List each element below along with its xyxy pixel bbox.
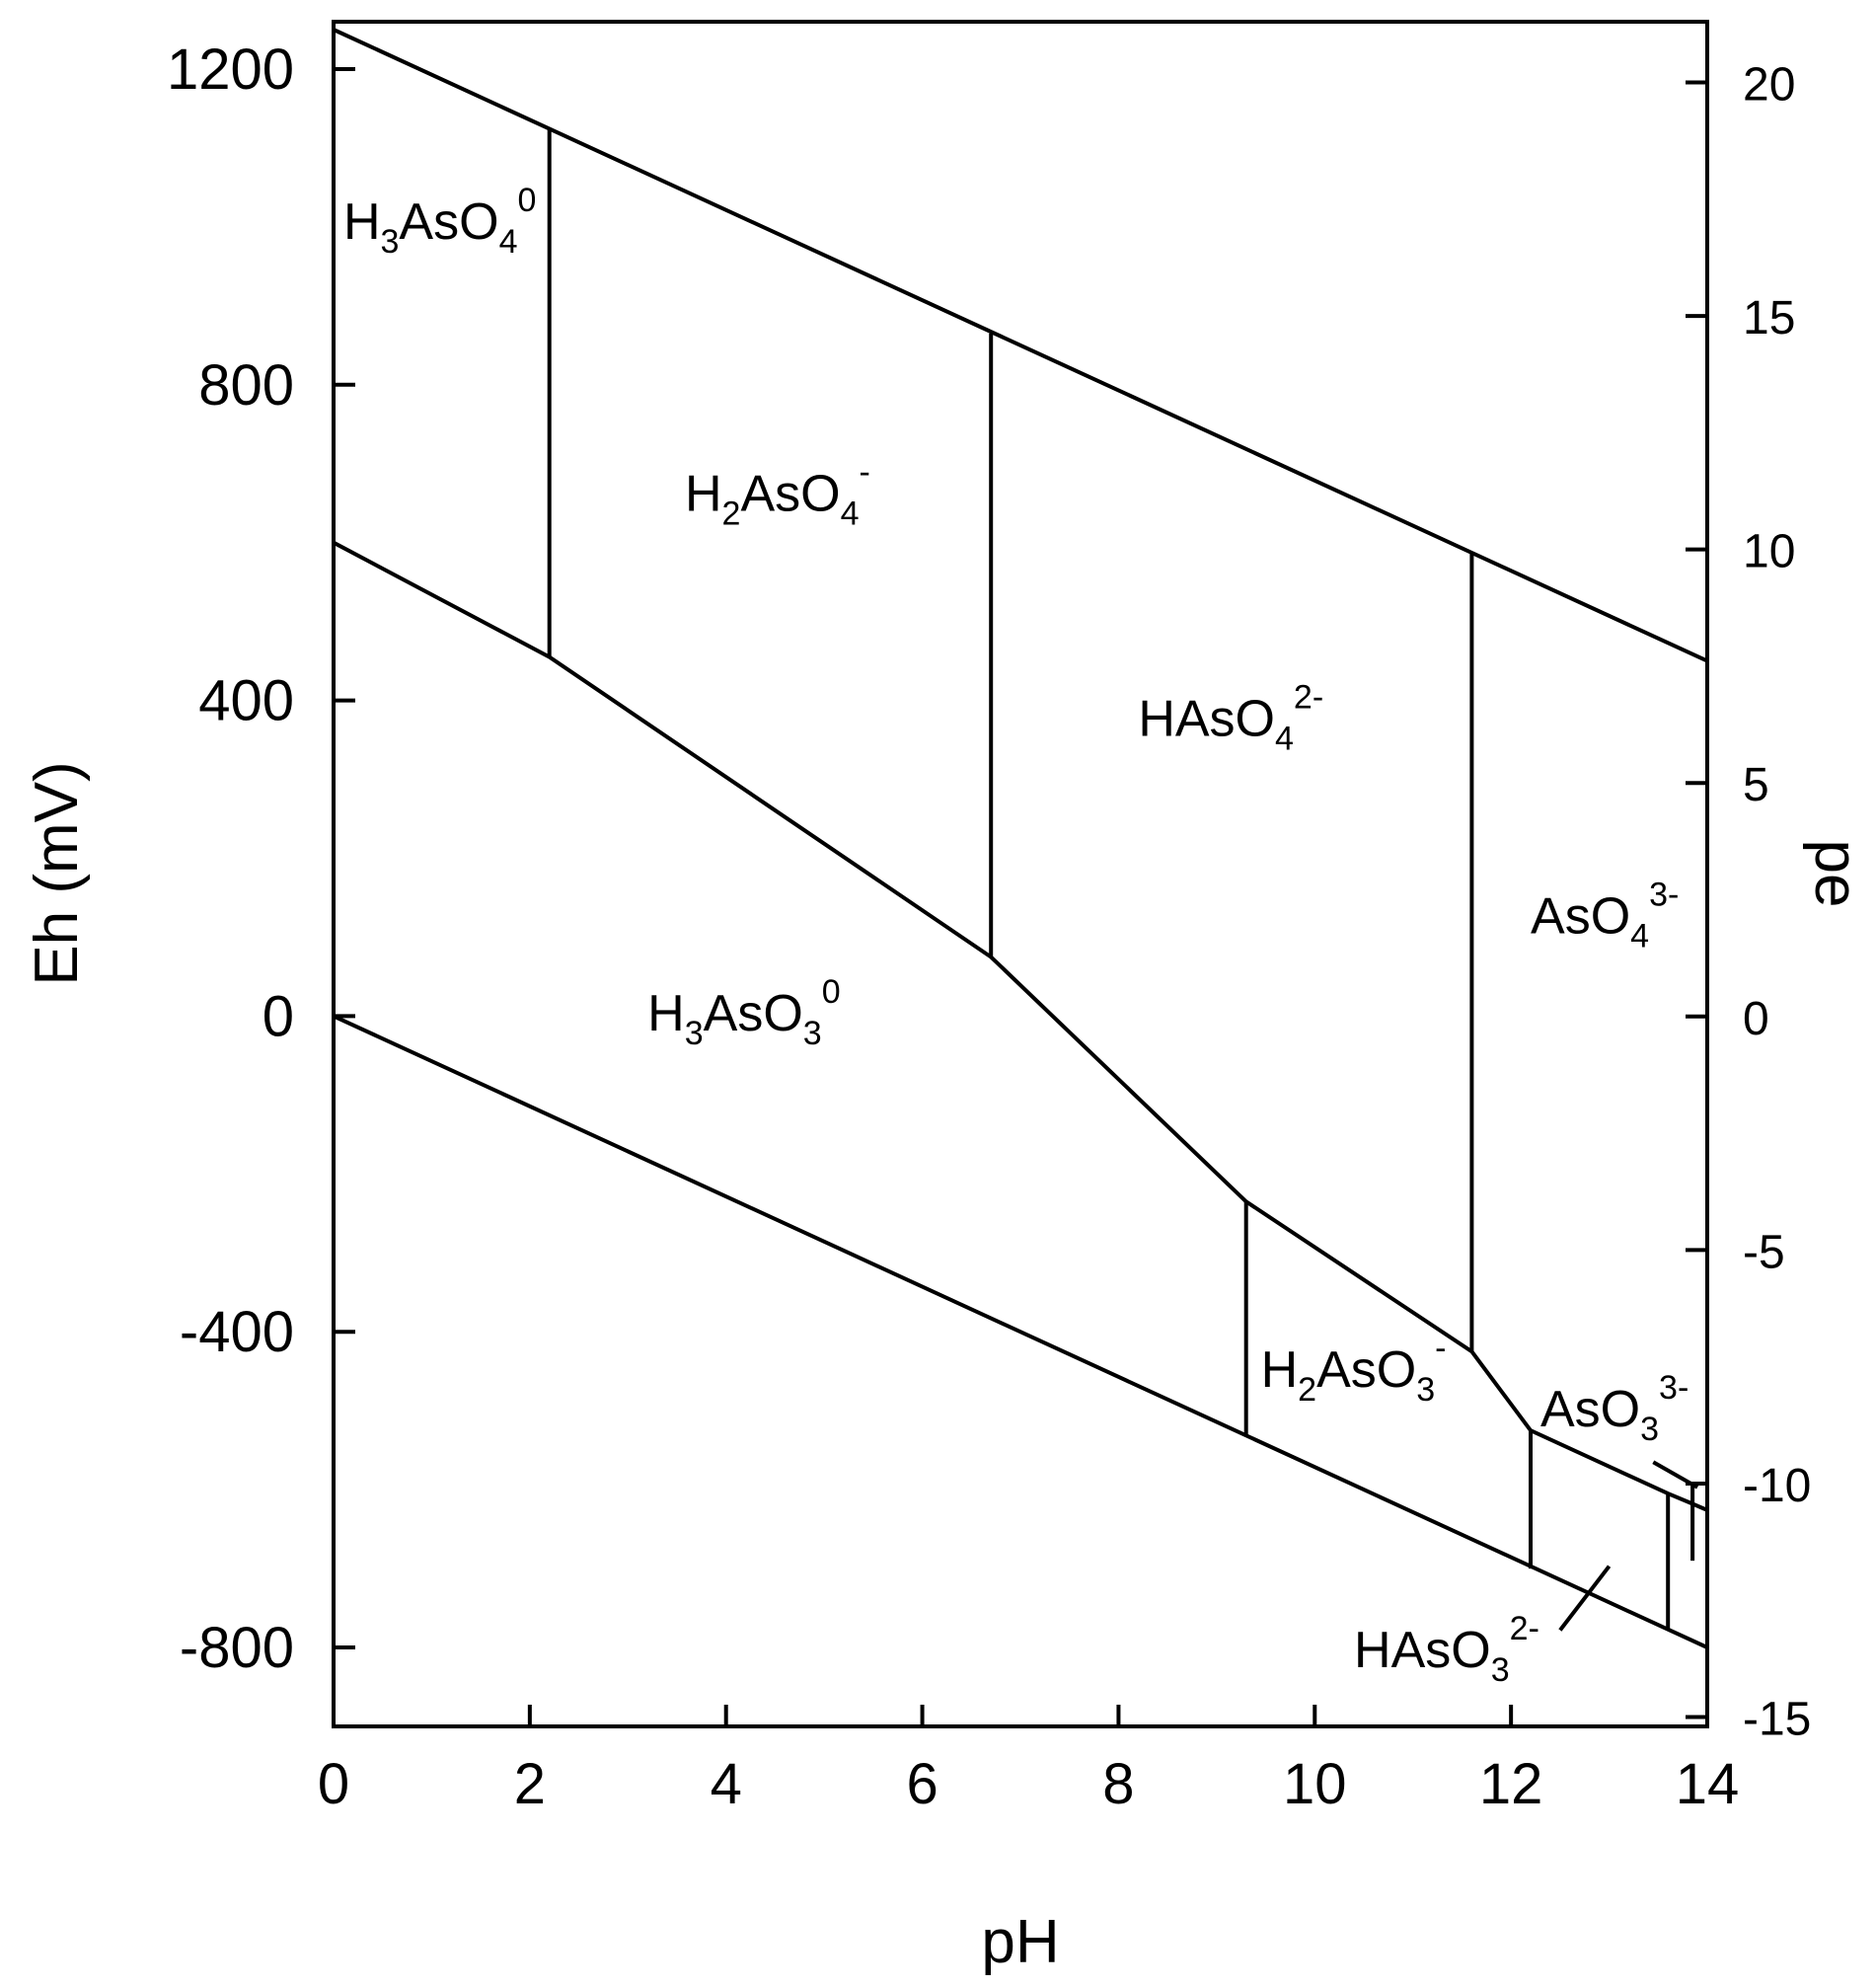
region-label: H2AsO4-	[685, 454, 870, 533]
y2-tick-label: -15	[1743, 1694, 1811, 1746]
y-tick-label: 400	[198, 669, 294, 733]
y2-tick-label: 20	[1743, 59, 1795, 112]
x-tick-label: 2	[514, 1752, 546, 1816]
y-tick-label: -400	[180, 1300, 294, 1364]
x-tick-label: 6	[906, 1752, 938, 1816]
y-axis-right: -15 -10 -5 0 5 10 15 20	[1686, 59, 1811, 1746]
x-tick-label: 12	[1479, 1752, 1543, 1816]
boundary-line-2	[333, 1014, 1708, 1649]
y-axis-title: Eh (mV)	[23, 761, 91, 985]
boundary-line-0	[333, 28, 1708, 663]
region-label: HAsO42-	[1138, 679, 1323, 758]
region-labels: H3AsO40 H2AsO4- HAsO42- AsO43- H3AsO30 H2AsO3…	[343, 182, 1688, 1689]
y2-tick-label: 10	[1743, 526, 1795, 578]
plot-frame	[332, 20, 1709, 1728]
region-label: H3AsO30	[647, 973, 840, 1052]
y-tick-label: 800	[198, 353, 294, 418]
x-tick-label: 10	[1283, 1752, 1347, 1816]
y2-tick-label: 15	[1743, 292, 1795, 344]
y2-tick-label: 5	[1743, 759, 1769, 811]
x-axis: 0 2 4 6 8 10 12 14	[318, 1705, 1739, 1816]
region-label: AsO33-	[1540, 1369, 1688, 1448]
region-label: HAsO32-	[1354, 1610, 1539, 1689]
y2-tick-label: 0	[1743, 993, 1769, 1045]
y2-tick-label: -10	[1743, 1460, 1811, 1512]
y-axis-left: -800 -400 0 400 800 1200	[167, 38, 355, 1680]
x-axis-title: pH	[981, 1908, 1059, 1976]
plot-lines	[333, 28, 1708, 1649]
y-tick-label: 1200	[167, 38, 294, 102]
y2-tick-label: -5	[1743, 1226, 1785, 1278]
x-tick-label: 4	[711, 1752, 742, 1816]
region-label: H2AsO3-	[1261, 1330, 1447, 1409]
y-tick-label: -800	[180, 1616, 294, 1680]
region-label: H3AsO40	[343, 182, 536, 261]
x-tick-label: 8	[1102, 1752, 1134, 1816]
x-tick-label: 14	[1676, 1752, 1740, 1816]
boundary-line-1	[333, 540, 1708, 1512]
region-label: AsO43-	[1531, 876, 1679, 955]
y-axis-right-title: pe	[1802, 840, 1870, 908]
boundary-line-11	[1558, 1565, 1612, 1632]
y-tick-label: 0	[263, 984, 294, 1048]
x-tick-label: 0	[318, 1752, 349, 1816]
